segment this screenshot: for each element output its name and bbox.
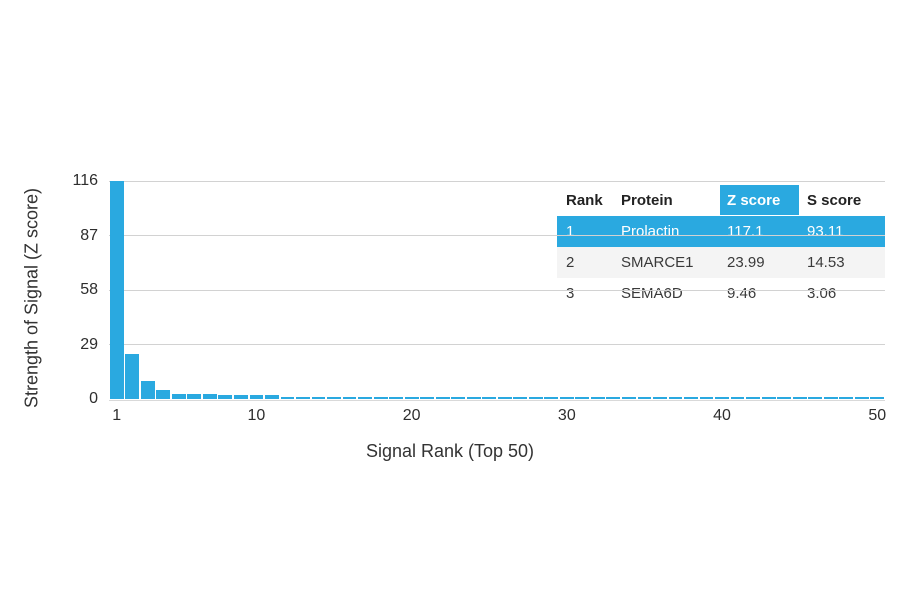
- bar: [715, 397, 729, 399]
- bar: [497, 397, 512, 399]
- x-tick-label: 20: [402, 407, 421, 424]
- header-s-score: S score: [807, 191, 862, 209]
- table-row: 3 SEMA6D 9.46 3.06: [557, 278, 885, 309]
- bar: [513, 397, 528, 399]
- bar: [327, 396, 341, 399]
- x-tick-label: 30: [557, 407, 576, 424]
- table-cell-z-score: 117.1: [727, 223, 764, 240]
- bar: [808, 397, 823, 399]
- bar: [528, 397, 543, 399]
- bar: [761, 397, 776, 399]
- bar: [590, 397, 605, 399]
- table-cell-protein: SEMA6D: [621, 285, 683, 302]
- bar: [156, 389, 171, 399]
- bar: [870, 397, 885, 399]
- bar: [218, 394, 233, 399]
- bar: [389, 396, 404, 399]
- table-row: 1 Prolactin 117.1 93.11: [557, 216, 885, 247]
- table-cell-protein: SMARCE1: [621, 254, 694, 271]
- bar: [249, 394, 264, 399]
- x-tick-label: 10: [247, 407, 266, 424]
- bar: [544, 397, 559, 399]
- bar: [622, 397, 636, 399]
- y-tick-label: 58: [80, 281, 98, 298]
- header-z-score: Z score: [720, 185, 799, 215]
- table-cell-z-score: 9.46: [727, 285, 757, 302]
- bar: [451, 397, 466, 399]
- bar: [637, 397, 652, 399]
- bar: [140, 381, 155, 399]
- bar: [699, 397, 714, 399]
- header-rank: Rank: [566, 191, 603, 209]
- bar: [125, 353, 140, 399]
- bar: [311, 397, 326, 399]
- table-body: 1 Prolactin 117.1 93.11 2 SMARCE1 23.99 14.53 3 S…: [557, 216, 885, 309]
- rank-table: Rank Protein Z score S score 1 Prolactin 1…: [557, 185, 885, 309]
- y-tick-label: 0: [89, 390, 98, 407]
- table-cell-s-score: 3.06: [807, 285, 837, 302]
- gridline: [109, 235, 885, 236]
- bar: [187, 394, 202, 399]
- bar: [420, 396, 435, 399]
- gridline: [109, 344, 885, 345]
- x-axis-line: [109, 399, 885, 401]
- y-tick-label: 116: [72, 172, 98, 189]
- gridline: [109, 289, 885, 291]
- bar: [373, 396, 388, 399]
- bar: [342, 396, 357, 399]
- y-tick-label: 29: [80, 335, 98, 353]
- bar: [296, 397, 310, 399]
- bar: [777, 397, 792, 399]
- table-header-row: Rank Protein Z score S score: [557, 185, 885, 216]
- table-cell-s-score: 93.11: [807, 223, 844, 240]
- bar: [358, 396, 372, 399]
- table-cell-s-score: 14.53: [807, 254, 845, 271]
- bar: [684, 397, 698, 399]
- bar: [746, 397, 760, 399]
- bar: [839, 397, 854, 399]
- y-tick-label: 87: [80, 226, 98, 244]
- bar: [482, 397, 497, 399]
- bar: [109, 181, 124, 399]
- header-protein: Protein: [621, 191, 673, 209]
- table-cell-rank: 1: [566, 223, 575, 240]
- bar: [606, 397, 621, 399]
- bar: [575, 397, 590, 399]
- gridline: [109, 180, 885, 182]
- bar: [234, 394, 248, 399]
- table-cell-protein: Prolactin: [621, 223, 680, 240]
- table-row: 2 SMARCE1 23.99 14.53: [557, 247, 885, 278]
- bar: [823, 397, 838, 399]
- bar: [280, 397, 295, 399]
- bar: [202, 394, 217, 399]
- bar: [792, 397, 807, 399]
- bar: [466, 397, 481, 399]
- bar: [854, 397, 869, 399]
- table-cell-rank: 2: [566, 254, 575, 271]
- bar: [435, 397, 450, 399]
- x-tick-label: 50: [868, 407, 887, 424]
- x-axis-title: Signal Rank (Top 50): [365, 441, 535, 461]
- table-cell-z-score: 23.99: [727, 254, 765, 271]
- bar: [171, 394, 186, 399]
- bar: [668, 397, 683, 399]
- bar: [559, 397, 574, 399]
- bar: [730, 397, 745, 399]
- bar: [653, 397, 667, 399]
- bar: [265, 395, 279, 399]
- table-cell-rank: 3: [566, 285, 575, 302]
- x-tick-label: 1: [112, 407, 122, 424]
- x-tick-label: 40: [713, 407, 731, 424]
- bar: [404, 396, 419, 399]
